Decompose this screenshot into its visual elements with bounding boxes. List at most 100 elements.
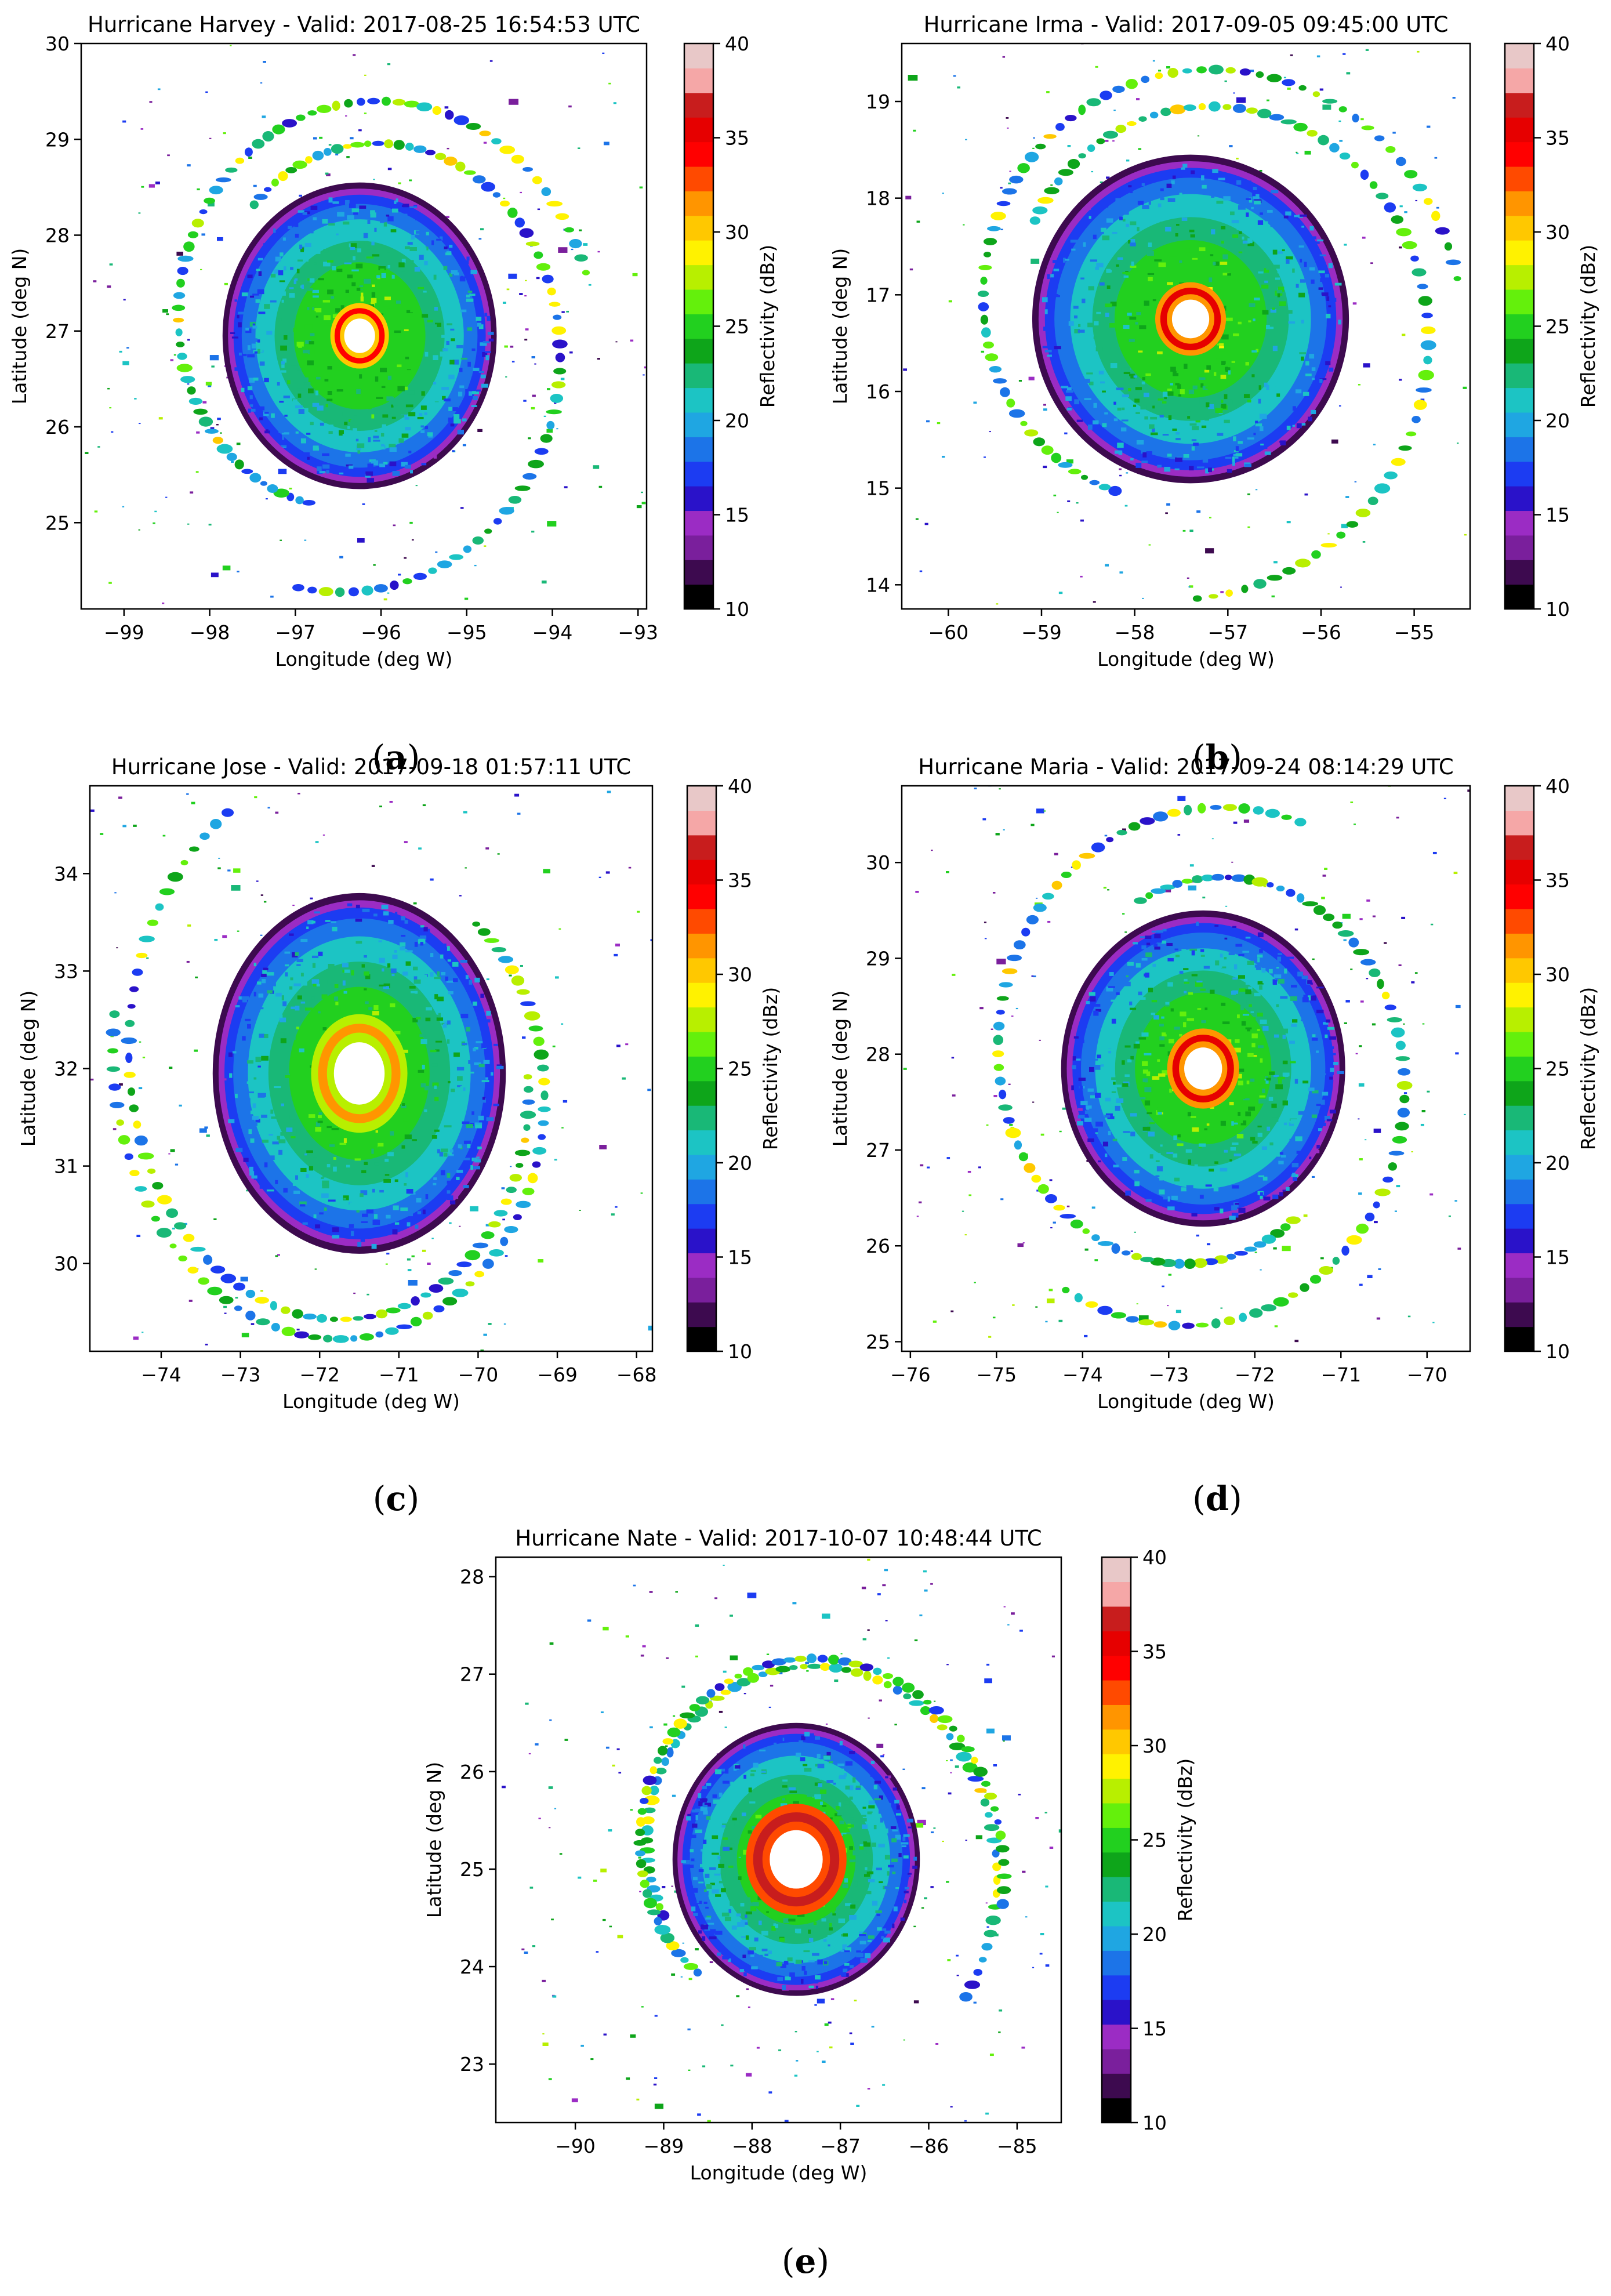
texture-cell — [382, 273, 386, 278]
texture-cell — [280, 280, 285, 282]
texture-cell — [400, 947, 405, 951]
speckle — [746, 2073, 752, 2076]
rain-band-cell — [523, 1124, 530, 1130]
speckle — [224, 283, 228, 285]
texture-cell — [326, 404, 328, 408]
texture-cell — [1149, 1122, 1155, 1124]
texture-cell — [1117, 442, 1123, 448]
texture-cell — [809, 1938, 813, 1942]
rain-band-cell — [1388, 1162, 1397, 1171]
texture-cell — [386, 1188, 391, 1194]
rain-band-cell — [484, 938, 499, 943]
speckle — [984, 922, 986, 923]
texture-cell — [382, 425, 386, 427]
speckle — [509, 975, 511, 977]
texture-cell — [1142, 452, 1146, 458]
texture-cell — [1093, 1004, 1100, 1007]
rain-band-cell — [1140, 817, 1155, 825]
speckle — [935, 2043, 938, 2045]
rain-band-cell — [340, 1316, 352, 1322]
speckle — [1176, 1310, 1181, 1313]
speckle — [608, 1829, 612, 1831]
speckle — [388, 168, 392, 170]
rain-band-cell — [1347, 1235, 1362, 1245]
speckle — [1064, 1819, 1068, 1822]
colorbar-segment — [1505, 535, 1534, 560]
rain-band-cell — [106, 1028, 121, 1036]
texture-cell — [1167, 982, 1173, 987]
texture-cell — [1291, 985, 1297, 988]
rain-band-cell — [1209, 65, 1224, 75]
texture-cell — [1126, 224, 1129, 227]
colorbar-segment — [1102, 1582, 1131, 1606]
speckle — [663, 990, 665, 992]
speckle — [85, 452, 88, 454]
texture-cell — [1234, 1123, 1238, 1125]
texture-cell — [1184, 979, 1187, 981]
rain-band-cell — [350, 142, 364, 148]
rain-band-cell — [993, 378, 1007, 383]
speckle — [1008, 1084, 1011, 1085]
texture-cell — [260, 361, 265, 365]
texture-cell — [1101, 205, 1108, 208]
colorbar-segment — [684, 560, 713, 585]
speckle — [498, 853, 500, 854]
speckle — [683, 1047, 686, 1049]
speckle — [1236, 158, 1239, 159]
texture-cell — [1206, 402, 1209, 408]
texture-cell — [901, 1917, 905, 1920]
texture-cell — [347, 215, 354, 220]
rain-band-cell — [281, 1307, 291, 1314]
colorbar-segment — [1102, 2000, 1131, 2025]
texture-cell — [1171, 1196, 1178, 1200]
texture-cell — [379, 1190, 384, 1192]
texture-cell — [248, 1129, 252, 1134]
speckle — [209, 138, 212, 139]
speckle — [1454, 872, 1458, 874]
texture-cell — [244, 1096, 248, 1099]
rain-band-cell — [1241, 585, 1248, 593]
texture-cell — [1043, 346, 1049, 349]
texture-cell — [1053, 260, 1057, 263]
texture-cell — [1201, 973, 1207, 977]
texture-cell — [443, 1024, 447, 1027]
speckle — [1260, 1269, 1261, 1271]
texture-cell — [373, 913, 378, 916]
rain-band-cell — [433, 106, 442, 115]
speckle — [672, 1795, 676, 1797]
rain-band-cell — [1360, 169, 1369, 180]
speckle — [1154, 695, 1156, 697]
speckle — [1317, 56, 1320, 57]
rain-band-cell — [690, 1704, 701, 1711]
texture-cell — [261, 974, 267, 977]
texture-cell — [869, 1801, 875, 1805]
rain-band-cell — [640, 1880, 650, 1888]
texture-cell — [1273, 1075, 1279, 1077]
texture-cell — [415, 267, 420, 271]
texture-cell — [284, 415, 287, 417]
rain-band-cell — [1398, 445, 1412, 451]
texture-cell — [1309, 354, 1314, 358]
speckle — [617, 1749, 620, 1750]
rain-band-cell — [872, 1675, 883, 1685]
texture-cell — [782, 1779, 788, 1781]
speckle — [903, 368, 907, 371]
texture-cell — [1239, 988, 1246, 992]
texture-cell — [437, 971, 440, 977]
texture-cell — [821, 1771, 826, 1774]
texture-cell — [484, 1060, 490, 1064]
speckle — [1282, 1246, 1290, 1251]
rain-band-cell — [775, 1666, 790, 1673]
rain-band-cell — [1424, 198, 1433, 205]
rain-band-cell — [1300, 1283, 1309, 1292]
rain-band-cell — [532, 1147, 546, 1155]
rain-band-cell — [643, 1889, 652, 1898]
rain-band-cell — [1061, 872, 1072, 878]
texture-cell — [384, 202, 389, 205]
colorbar-segment — [684, 265, 713, 290]
rain-band-cell — [494, 1210, 508, 1216]
colorbar-segment — [1505, 1302, 1534, 1327]
y-tick-label: 29 — [45, 128, 70, 151]
speckle — [373, 179, 375, 180]
texture-cell — [407, 390, 415, 394]
